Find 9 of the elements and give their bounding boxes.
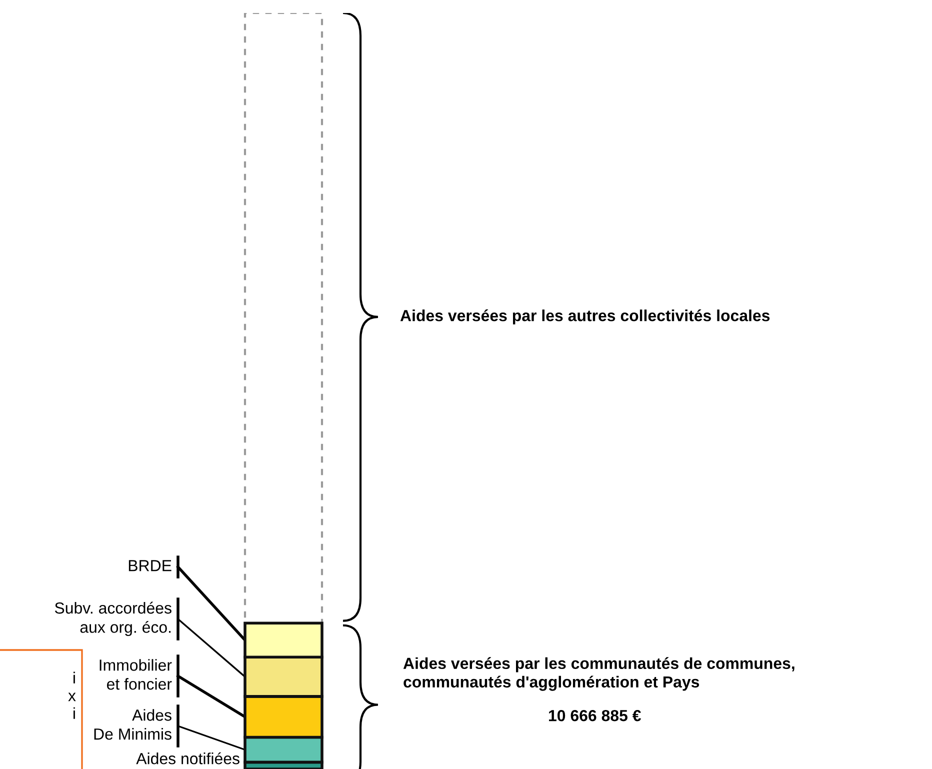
text: 10 666 885 €: [549, 710, 641, 722]
series-label: Aides notifiées: [136, 752, 240, 764]
text: Subv. accordées aux org. éco.: [54, 602, 172, 636]
text: Aides De Minimis: [94, 709, 172, 740]
text: Aides versées par les autres collectivités locales: [400, 309, 770, 324]
text: BRDE: [128, 560, 172, 572]
text: i x i: [68, 672, 76, 719]
text: Immobilier et foncier: [100, 659, 172, 690]
text: Aides versées par les communautés de communes, communautés d'agglomération et Pays: [403, 657, 794, 691]
